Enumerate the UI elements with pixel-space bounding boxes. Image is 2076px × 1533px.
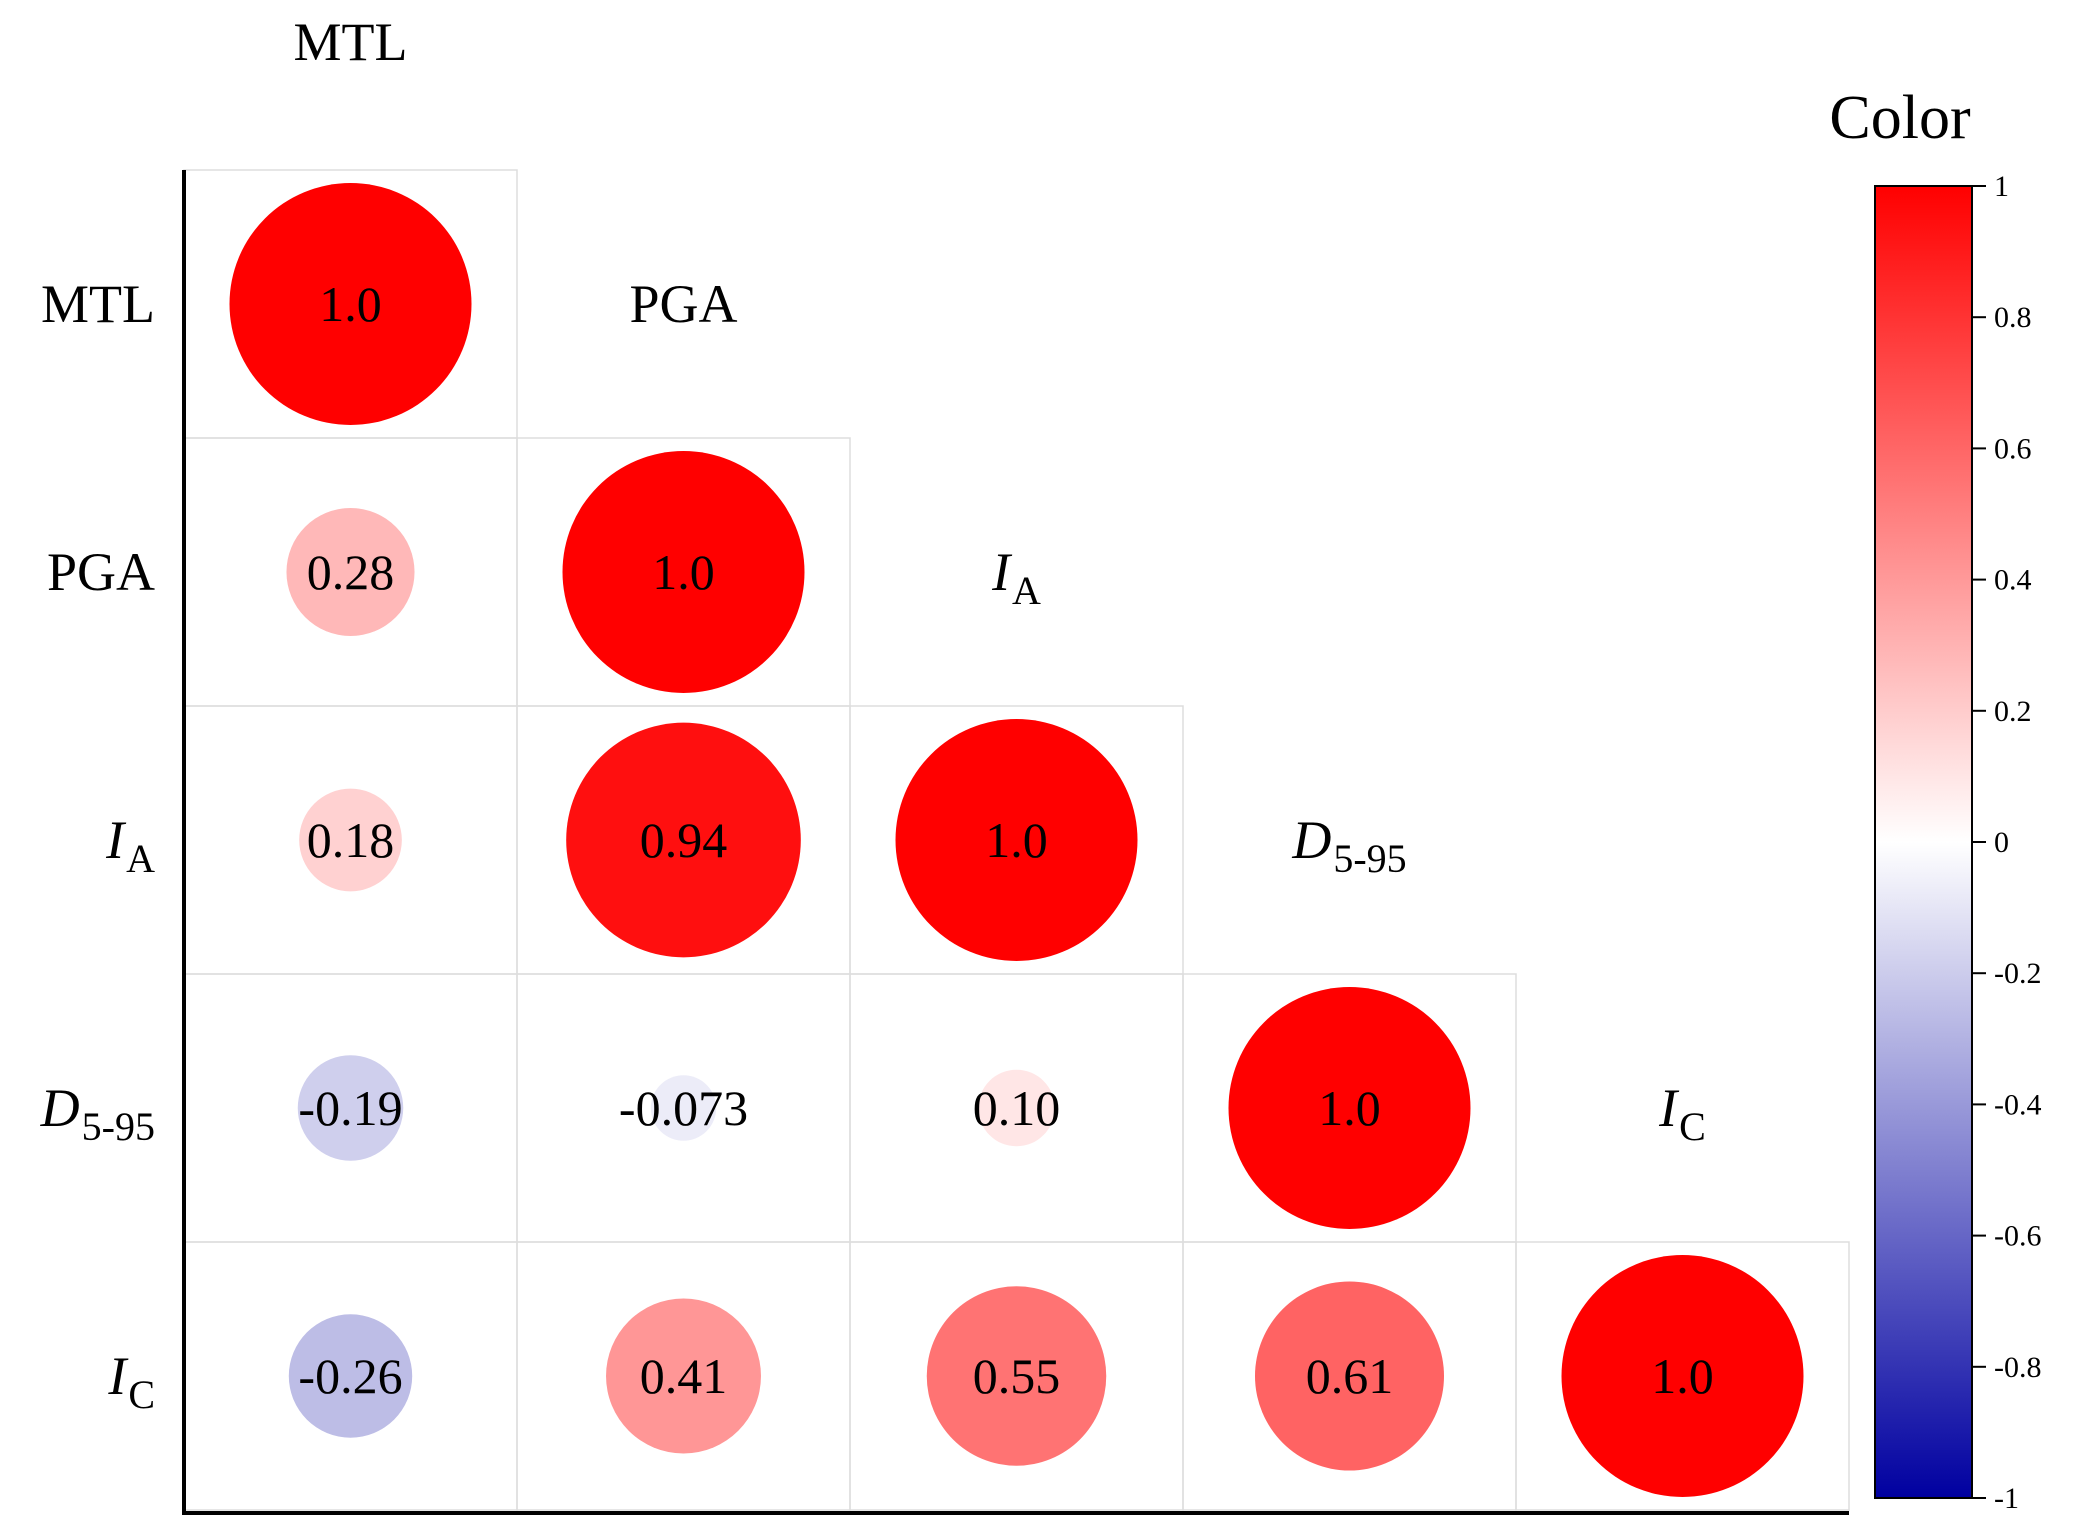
colorbar-tick-label: 0 [1994,826,2009,859]
variable-label-layer: MTL PGA IA D5-95 IC MTL PGA IA D5-95 IC [40,12,1706,1417]
row-label: IC [107,1346,155,1417]
correlation-circle [297,1055,404,1161]
column-label: IA [991,542,1041,613]
colorbar-tick-label: -0.4 [1994,1088,2042,1121]
value-layer: 1.0 0.28 1.0 0.18 0.94 1.0 -0.19 -0.073 0.10 1.0 -… [298,276,1713,1404]
correlation-value-label: 0.94 [640,812,728,868]
colorbar-tick-label: -0.8 [1994,1351,2042,1384]
correlation-circle [288,1314,413,1438]
correlation-value-label: 0.41 [640,1348,728,1404]
correlation-circle [1228,987,1471,1229]
correlation-circle [978,1069,1055,1147]
correlation-circle [562,451,805,693]
correlation-circle [229,183,472,425]
column-label: MTL [294,12,408,72]
grid-cell [1515,1241,1850,1511]
correlation-circle [299,788,402,892]
correlation-value-label: -0.19 [298,1080,402,1136]
column-label: IC [1658,1078,1706,1149]
colorbar-tick-label: 0.2 [1994,695,2032,728]
correlation-circle [650,1075,717,1141]
correlation-value-label: 1.0 [652,544,715,600]
correlation-circle [926,1286,1107,1466]
circle-layer [229,183,1804,1497]
correlation-value-label: -0.073 [619,1080,748,1136]
colorbar: Color 1 0.8 0.6 0.4 0.2 0 -0.2 -0.4 -0.6 -0.8 -1 [1829,84,2041,1515]
correlation-value-label: 0.55 [973,1348,1061,1404]
correlation-value-label: 1.0 [319,276,382,332]
correlation-circle [566,722,801,958]
axis-layer [182,170,1849,1515]
row-label: D5-95 [40,1078,155,1149]
row-label: PGA [47,542,155,602]
correlation-value-label: 1.0 [1651,1348,1714,1404]
colorbar-tick-label: -0.6 [1994,1220,2042,1253]
correlation-circle [606,1298,761,1454]
correlation-value-label: 0.61 [1306,1348,1394,1404]
column-label: D5-95 [1291,810,1406,881]
correlation-value-label: -0.26 [298,1348,402,1404]
correlation-value-label: 1.0 [1318,1080,1381,1136]
row-label: MTL [41,274,155,334]
correlation-circle [1254,1281,1445,1471]
colorbar-tick-label: -0.2 [1994,957,2042,990]
colorbar-tick-label: 1 [1994,170,2009,203]
colorbar-title: Color [1829,84,1971,152]
column-label: PGA [629,274,737,334]
row-label: IA [105,810,155,881]
correlation-value-label: 1.0 [985,812,1048,868]
correlation-circle [895,719,1138,961]
colorbar-gradient [1874,185,1973,1499]
correlation-value-label: 0.28 [307,544,395,600]
correlation-circle [1561,1255,1804,1497]
colorbar-tick-label: 0.8 [1994,301,2032,334]
correlation-value-label: 0.18 [307,812,395,868]
colorbar-tick-label: 0.4 [1994,564,2032,597]
correlation-circle [286,507,415,637]
correlation-value-label: 0.10 [973,1080,1061,1136]
colorbar-tick-label: -1 [1994,1482,2019,1515]
colorbar-tick-label: 0.6 [1994,432,2032,465]
